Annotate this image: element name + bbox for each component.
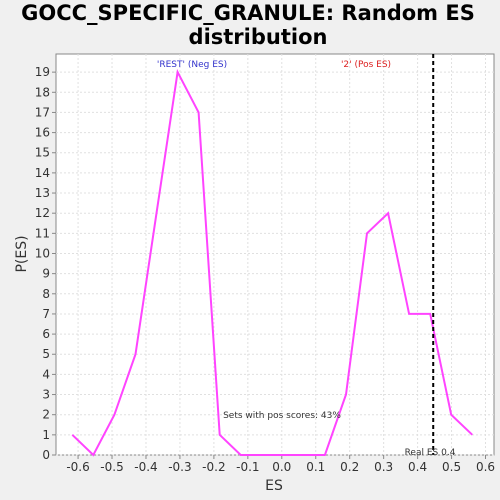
x-tick-label: 0.4 xyxy=(408,460,427,474)
y-tick-label: 0 xyxy=(42,448,50,462)
pos-es-label: '2' (Pos ES) xyxy=(341,60,391,70)
y-tick-label: 7 xyxy=(42,307,50,321)
pos-scores-annotation: Sets with pos scores: 43% xyxy=(223,411,341,421)
x-tick-label: 0.5 xyxy=(442,460,461,474)
y-tick-label: 16 xyxy=(35,126,50,140)
y-tick-label: 10 xyxy=(35,246,50,260)
x-tick-label: 0.3 xyxy=(374,460,393,474)
y-tick-label: 13 xyxy=(35,186,50,200)
x-axis-label: ES xyxy=(265,478,283,494)
y-tick-label: 6 xyxy=(42,327,50,341)
y-tick-label: 19 xyxy=(35,65,50,79)
x-tick-label: -0.1 xyxy=(236,460,259,474)
x-tick-label: 0.2 xyxy=(340,460,359,474)
series-line xyxy=(71,68,473,457)
y-tick-label: 3 xyxy=(42,388,50,402)
y-tick-label: 4 xyxy=(42,367,50,381)
x-tick-label: -0.6 xyxy=(66,460,89,474)
x-tick-label: 0.0 xyxy=(272,460,291,474)
y-tick-label: 1 xyxy=(42,428,50,442)
x-tick-label: -0.5 xyxy=(100,460,123,474)
neg-es-label: 'REST' (Neg ES) xyxy=(157,60,227,70)
x-tick-label: -0.3 xyxy=(168,460,191,474)
y-tick-label: 2 xyxy=(42,408,50,422)
y-tick-label: 9 xyxy=(42,267,50,281)
x-axis-ticks: -0.6 -0.5 -0.4 -0.3 -0.2 -0.1 0.0 0.1 0.2 0.3 0.4 0… xyxy=(66,455,495,474)
chart-title-line-1: GOCC_SPECIFIC_GRANULE: Random ES xyxy=(21,1,475,25)
real-es-label: Real ES 0.4 xyxy=(405,448,456,458)
y-tick-label: 17 xyxy=(35,105,50,119)
y-tick-label: 11 xyxy=(35,226,50,240)
y-tick-label: 5 xyxy=(42,347,50,361)
x-tick-label: 0.1 xyxy=(306,460,325,474)
y-tick-label: 12 xyxy=(35,206,50,220)
x-tick-label: -0.4 xyxy=(134,460,157,474)
x-tick-label: -0.2 xyxy=(202,460,225,474)
x-tick-label: 0.6 xyxy=(476,460,495,474)
y-tick-label: 18 xyxy=(35,85,50,99)
y-tick-label: 15 xyxy=(35,146,50,160)
chart-title-line-2: distribution xyxy=(189,25,328,49)
y-tick-label: 8 xyxy=(42,287,50,301)
y-axis-label: P(ES) xyxy=(14,235,30,272)
plot-area xyxy=(55,53,495,456)
y-tick-label: 14 xyxy=(35,166,50,180)
